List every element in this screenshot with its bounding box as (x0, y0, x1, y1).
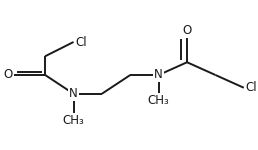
Text: CH₃: CH₃ (63, 114, 84, 126)
Text: CH₃: CH₃ (148, 94, 170, 107)
Text: O: O (182, 24, 192, 38)
Text: N: N (154, 69, 163, 81)
Text: N: N (69, 87, 78, 100)
Text: O: O (4, 69, 13, 81)
Text: Cl: Cl (246, 81, 257, 94)
Text: Cl: Cl (76, 36, 87, 48)
